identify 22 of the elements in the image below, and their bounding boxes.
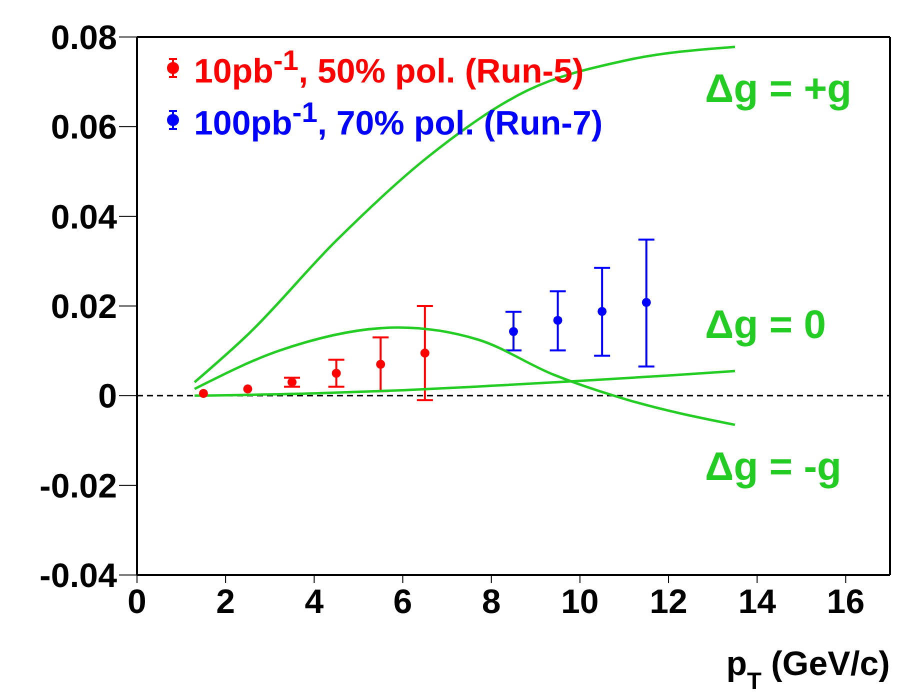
y-tick-label: -0.02 — [40, 467, 117, 506]
x-tick-label: 2 — [216, 583, 236, 622]
legend-label: 100pb$^{-1}$, 70% pol. (Run-7) — [194, 96, 603, 144]
legend-label: 10pb$^{-1}$, 50% pol. (Run-5) — [194, 44, 584, 92]
x-tick-label: 10 — [561, 583, 599, 622]
y-tick-label: 0 — [98, 378, 117, 416]
y-tick-label: 0.08 — [50, 19, 117, 58]
y-tick-label: 0.06 — [50, 108, 117, 147]
annotation: Δg = 0 — [704, 303, 826, 348]
x-tick-label: 14 — [738, 583, 776, 622]
x-tick-label: 16 — [826, 583, 865, 622]
x-tick-label: 8 — [482, 583, 501, 622]
y-tick-label: 0.02 — [50, 288, 117, 326]
annotation: Δg = +g — [704, 66, 852, 111]
y-tick-label: 0.04 — [50, 198, 118, 236]
x-tick-label: 4 — [304, 583, 324, 622]
x-tick-label: 6 — [393, 583, 412, 622]
x-axis-title: p$_{T}$ (GeV/c) — [726, 645, 890, 694]
y-tick-label: -0.04 — [40, 557, 118, 596]
x-tick-label: 0 — [128, 583, 146, 622]
annotation: Δg = -g — [704, 444, 842, 489]
x-tick-label: 12 — [650, 583, 688, 622]
